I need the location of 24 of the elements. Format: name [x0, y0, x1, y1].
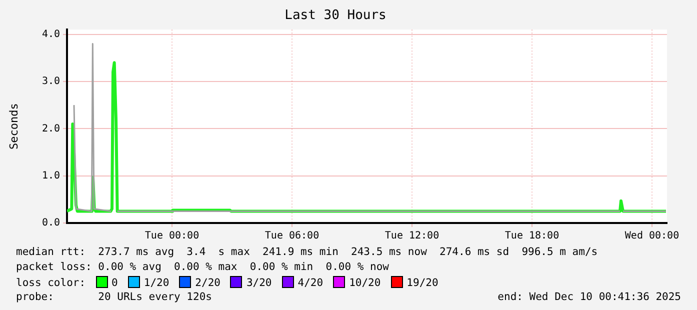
x-tick-label: Wed 00:00	[624, 230, 680, 242]
y-tick-label: 1.0	[42, 170, 60, 182]
y-tick-label: 3.0	[42, 76, 60, 88]
x-tick-label: Tue 00:00	[144, 230, 200, 242]
y-axis-title: Seconds	[7, 103, 20, 150]
chart-title: Last 30 Hours	[284, 8, 386, 24]
text: 1/20	[144, 277, 170, 289]
text: median rtt: 273.7 ms avg 3.4 s max 241.9 ms min 243.5 ms now 274.6 ms sd 996.5 m am/s	[16, 246, 598, 258]
y-tick-label: 0.0	[42, 218, 60, 229]
text: 19/20	[406, 277, 438, 289]
text: end: Wed Dec 10 00:41:36 2025	[498, 291, 681, 303]
text: 3/20	[246, 277, 272, 289]
text: 0	[112, 277, 118, 289]
text: probe: 20 URLs every 120s	[16, 291, 212, 303]
x-tick-label: Tue 06:00	[264, 230, 320, 242]
x-tick-label: Tue 18:00	[504, 230, 560, 242]
y-tick-label: 2.0	[42, 123, 60, 134]
text: loss color:	[16, 277, 86, 289]
x-tick-label: Tue 12:00	[384, 230, 440, 242]
text: packet loss: 0.00 % avg 0.00 % max 0.00 % min 0.00 % now	[16, 261, 389, 273]
text: 4/20	[298, 277, 324, 289]
text: 2/20	[195, 277, 220, 289]
text: 10/20	[349, 277, 381, 289]
y-tick-label: 4.0	[42, 28, 60, 40]
